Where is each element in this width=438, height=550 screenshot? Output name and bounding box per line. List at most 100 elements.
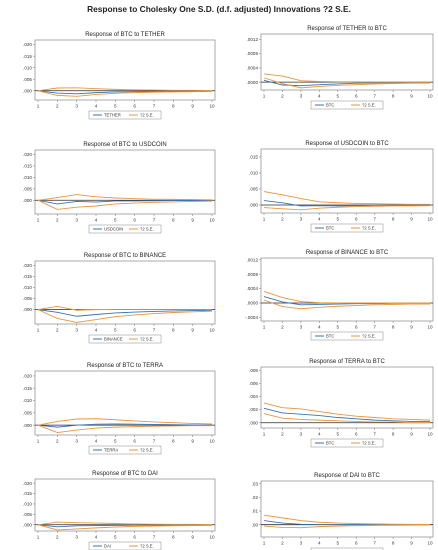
panel-title: Response of BTC to TETHER xyxy=(85,32,165,38)
series-line-response xyxy=(37,90,213,95)
legend-label: TERRA xyxy=(104,448,118,453)
legend-label: BINANCE xyxy=(104,337,123,342)
x-tick-label: 3 xyxy=(300,217,303,222)
x-tick-label: 2 xyxy=(281,541,284,546)
y-tick-label: .0012 xyxy=(247,37,259,42)
panel-title: Response of TERRA to BTC xyxy=(309,359,385,365)
legend-box xyxy=(88,541,162,550)
x-tick-label: 5 xyxy=(114,328,117,333)
chart-panel-1: Response of BTC to TETHER .000 .005 .010 .01… xyxy=(23,32,216,120)
y-tick-label: .015 xyxy=(23,274,32,279)
panel-title: Response of BTC to DAI xyxy=(92,471,158,477)
x-tick-label: 6 xyxy=(133,439,136,444)
series-line-band-lower xyxy=(263,524,431,529)
y-tick-label: .0000 xyxy=(247,301,259,306)
chart-panel-8: Response of TERRA to BTC .000 .002 .004 .006… xyxy=(249,359,434,448)
legend-label: BTC xyxy=(326,226,334,231)
x-tick-label: 5 xyxy=(336,94,339,99)
y-tick-label: .002 xyxy=(249,407,258,412)
x-tick-label: 8 xyxy=(172,218,175,223)
series-line-band-upper xyxy=(263,514,431,525)
chart-panel-6: Response of BINANCE to BTC -.0004 .0000 .00… xyxy=(245,250,434,341)
legend-box xyxy=(88,224,162,234)
x-tick-label: 8 xyxy=(392,217,395,222)
series-line-band-lower xyxy=(37,424,212,434)
x-tick-label: 6 xyxy=(133,218,136,223)
x-tick-label: 7 xyxy=(373,217,376,222)
series-line-band-lower xyxy=(263,77,430,89)
series-line-band-upper xyxy=(37,87,213,92)
x-tick-label: 1 xyxy=(37,104,40,109)
y-tick-label: .000 xyxy=(23,198,32,203)
y-tick-label: .03 xyxy=(252,481,259,486)
x-tick-label: 10 xyxy=(209,439,215,444)
series-line-response xyxy=(263,296,430,306)
y-tick-label: .010 xyxy=(249,171,258,176)
x-tick-label: 10 xyxy=(427,541,433,546)
series-line-band-upper xyxy=(37,521,213,526)
panel-title: Response of BTC to USDCOIN xyxy=(83,142,166,148)
y-tick-label: .0012 xyxy=(247,257,259,262)
series-line-band-lower xyxy=(37,199,213,210)
x-tick-label: 5 xyxy=(336,432,339,437)
x-tick-label: 3 xyxy=(300,432,303,437)
panel-title: Response of BINANCE to BTC xyxy=(306,250,389,256)
x-tick-label: 9 xyxy=(191,104,194,109)
x-tick-label: 6 xyxy=(133,535,136,540)
x-tick-label: 4 xyxy=(95,328,98,333)
x-tick-label: 4 xyxy=(95,218,98,223)
y-tick-label: .015 xyxy=(23,386,32,391)
y-tick-label: .015 xyxy=(249,155,258,160)
x-tick-label: 3 xyxy=(300,541,303,546)
x-tick-label: 8 xyxy=(392,94,395,99)
y-tick-label: .020 xyxy=(23,152,32,157)
y-tick-label: .015 xyxy=(23,164,32,169)
x-tick-label: 6 xyxy=(133,328,136,333)
x-tick-label: 8 xyxy=(392,325,395,330)
legend-label: BTC xyxy=(326,103,334,108)
legend-label: ?2 S.E. xyxy=(140,227,154,232)
chart-panel-2: Response of TETHER to BTC .0000 .0004 .0008… xyxy=(247,26,434,110)
x-tick-label: 5 xyxy=(114,535,117,540)
plot-frame xyxy=(34,149,216,215)
chart-panel-7: Response of BTC to TERRA .000 .005 .010 .015… xyxy=(23,363,216,455)
x-tick-label: 10 xyxy=(209,104,215,109)
x-tick-label: 1 xyxy=(37,328,40,333)
y-tick-label: .000 xyxy=(23,522,32,527)
y-tick-label: .01 xyxy=(252,509,259,514)
series-line-band-lower xyxy=(263,413,430,424)
panel-title: Response of BTC to BINANCE xyxy=(84,253,166,259)
series-line-band-upper xyxy=(263,191,430,205)
plot-frame xyxy=(260,480,434,538)
y-tick-label: .0004 xyxy=(247,65,259,70)
x-tick-label: 2 xyxy=(56,535,59,540)
legend-label: USDCOIN xyxy=(104,227,123,232)
series-line-band-upper xyxy=(263,291,430,304)
series-line-band-upper xyxy=(263,402,431,421)
plot-frame xyxy=(34,260,216,325)
x-tick-label: 7 xyxy=(373,325,376,330)
y-tick-label: .020 xyxy=(23,42,32,47)
x-tick-label: 10 xyxy=(427,432,433,437)
y-tick-label: .005 xyxy=(249,187,258,192)
x-tick-label: 10 xyxy=(209,218,215,223)
legend-box xyxy=(88,110,162,120)
x-tick-label: 8 xyxy=(392,541,395,546)
y-tick-label: .005 xyxy=(23,77,32,82)
x-tick-label: 7 xyxy=(373,432,376,437)
x-tick-label: 9 xyxy=(191,328,194,333)
y-tick-label: .015 xyxy=(23,54,32,59)
series-line-band-lower xyxy=(263,299,430,310)
legend-label: ?2 S.E. xyxy=(140,544,154,549)
legend-box xyxy=(310,223,384,233)
x-tick-label: 8 xyxy=(172,535,175,540)
y-tick-label: .008 xyxy=(249,368,258,373)
legend-box xyxy=(310,438,384,448)
x-tick-label: 6 xyxy=(355,541,358,546)
x-tick-label: 1 xyxy=(263,432,266,437)
y-tick-label: .0008 xyxy=(247,272,259,277)
x-tick-label: 10 xyxy=(209,328,215,333)
plot-frame xyxy=(34,478,216,532)
x-tick-label: 10 xyxy=(427,217,433,222)
x-tick-label: 7 xyxy=(373,541,376,546)
